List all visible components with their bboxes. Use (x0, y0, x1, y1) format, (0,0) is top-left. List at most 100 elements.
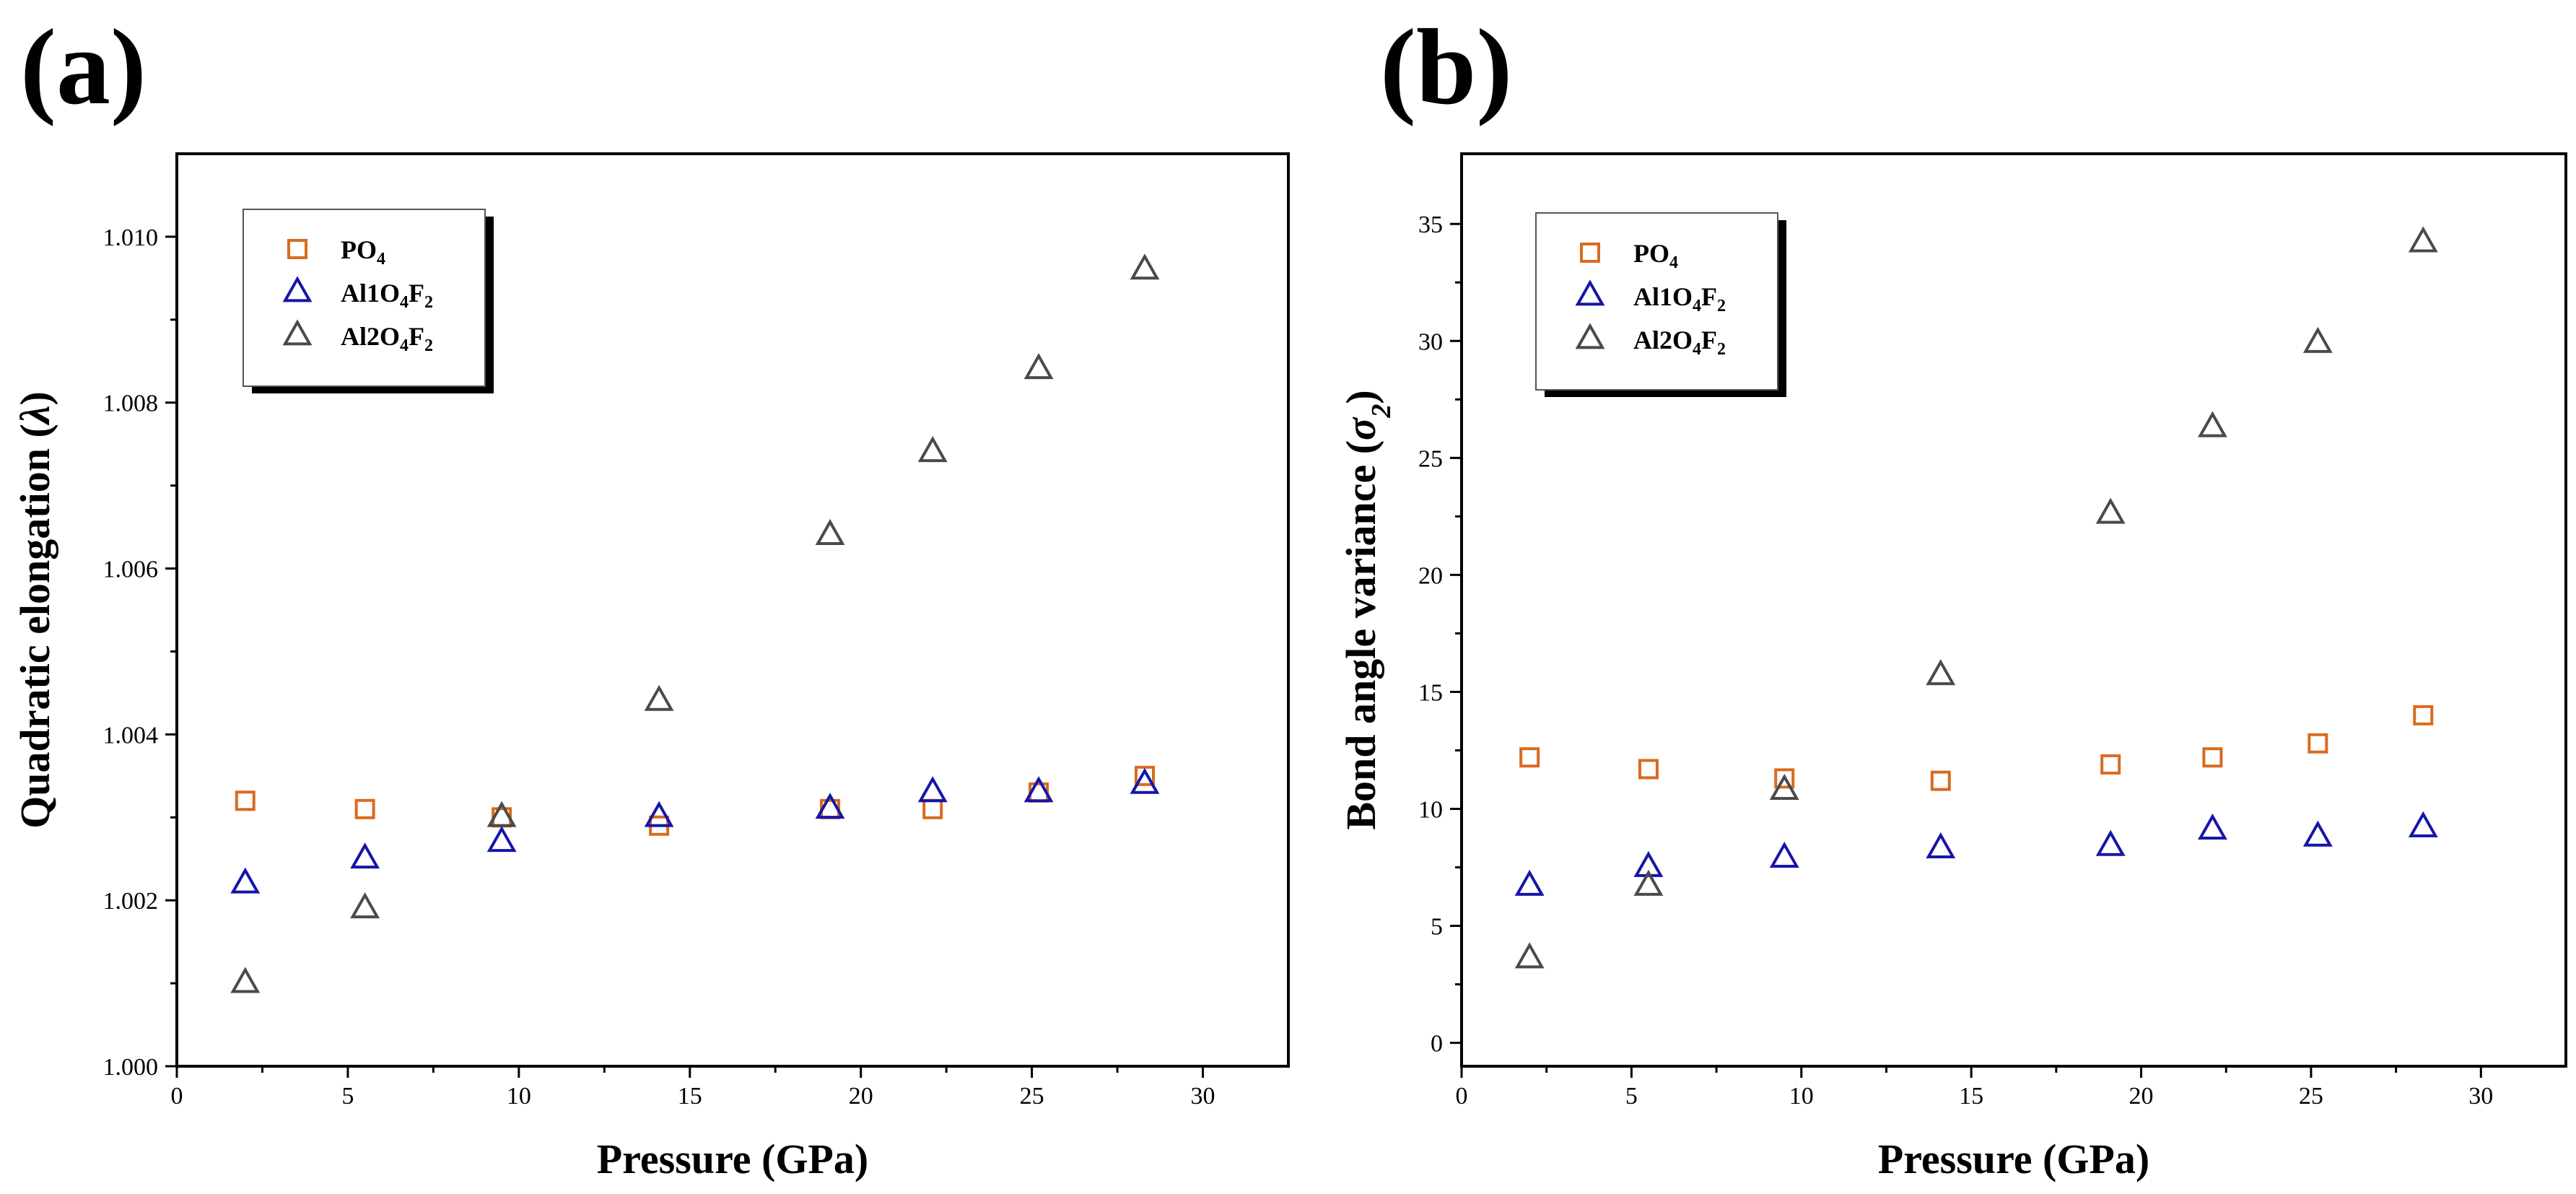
panel-letter-b: (b) (1380, 7, 1512, 127)
legend-label-sub: 2 (1717, 297, 1726, 315)
data-point-al1o4f2 (1514, 869, 1545, 896)
legend-marker-al1o4f2 (282, 276, 313, 302)
data-point-al1o4f2 (230, 867, 261, 894)
legend-box-b (1535, 212, 1778, 391)
legend-label-main: PO (341, 235, 377, 264)
data-point-al2o4f2 (2095, 497, 2126, 524)
legend-marker-po4 (1580, 243, 1600, 263)
data-point-po4 (1134, 765, 1155, 786)
legend-label-sub: 4 (377, 250, 385, 269)
x-tick-label: 25 (1020, 1083, 1044, 1110)
marks-b (1514, 226, 2438, 969)
legend-box-a (243, 209, 486, 387)
y-tick-label: 0 (1431, 1031, 1443, 1058)
x-tick-label: 20 (2129, 1083, 2154, 1110)
y-tick-label: 5 (1431, 914, 1443, 941)
y-tick-label: 1.002 (103, 888, 159, 915)
marks-a (230, 253, 1160, 993)
data-point-al2o4f2 (230, 967, 261, 993)
data-point-al2o4f2 (644, 684, 674, 711)
y-axis-title-a: Quadratic elongation (λ) (12, 391, 58, 829)
legend-label-sub: 4 (1693, 297, 1701, 315)
legend-label-al2o4f2: Al2O4F2 (1633, 326, 1726, 359)
data-point-al1o4f2 (2302, 820, 2333, 847)
data-point-al2o4f2 (350, 892, 380, 919)
y-axis-title-b-symbol: σ (1337, 417, 1384, 440)
x-tick-label: 15 (1959, 1083, 1983, 1110)
data-point-po4 (1638, 759, 1659, 780)
legend-label-sub: 4 (400, 336, 409, 355)
data-point-po4 (1519, 747, 1540, 768)
data-point-al1o4f2 (1769, 841, 1799, 868)
data-point-al1o4f2 (917, 776, 948, 803)
legend-label-main: F (409, 322, 424, 351)
data-point-al1o4f2 (644, 801, 674, 827)
data-point-al2o4f2 (917, 436, 948, 463)
y-axis-title-b-subscript: 2 (1366, 404, 1397, 419)
y-tick-label: 30 (1418, 328, 1443, 355)
data-point-al2o4f2 (1023, 353, 1054, 380)
data-point-al2o4f2 (1633, 869, 1664, 896)
y-tick-label: 1.006 (103, 557, 159, 583)
data-point-al1o4f2 (1633, 850, 1664, 877)
legend-label-po4: PO4 (1633, 239, 1678, 272)
y-tick-label: 1.004 (103, 722, 159, 749)
legend-label-al1o4f2: Al1O4F2 (341, 279, 433, 312)
legend-marker-po4 (287, 239, 307, 259)
legend-label-main: F (409, 279, 424, 308)
legend-label-main: F (1701, 282, 1717, 311)
y-axis-title-b: Bond angle variance (σ2) (1337, 390, 1397, 829)
x-tick-label: 0 (1456, 1083, 1468, 1110)
x-axis-title-a: Pressure (GPa) (597, 1136, 868, 1182)
legend-label-main: Al1O (341, 279, 400, 308)
legend-label-main: PO (1633, 239, 1669, 268)
ticks-b: 0 5 10 15 20 25 30 0 5 10 15 20 25 30 35 (1418, 212, 2493, 1110)
x-tick-label: 5 (1625, 1083, 1638, 1110)
data-point-al2o4f2 (2302, 326, 2333, 353)
data-point-al2o4f2 (1130, 253, 1160, 280)
legend-label-main: Al2O (341, 322, 400, 351)
y-tick-label: 15 (1418, 679, 1443, 706)
legend-label-sub: 4 (1669, 253, 1678, 272)
y-tick-label: 35 (1418, 212, 1443, 238)
x-tick-label: 25 (2299, 1083, 2323, 1110)
data-point-al1o4f2 (2197, 813, 2227, 840)
x-tick-label: 15 (678, 1083, 702, 1110)
x-tick-label: 10 (1789, 1083, 1814, 1110)
y-axis-title-a-text: Quadratic elongation ( (12, 424, 58, 829)
legend-label-sub: 2 (424, 336, 433, 355)
legend-label-sub: 4 (400, 293, 409, 312)
data-point-po4 (1774, 768, 1795, 789)
legend-label-main: F (1701, 326, 1717, 354)
x-tick-label: 0 (171, 1083, 183, 1110)
legend-label-sub: 2 (424, 293, 433, 312)
data-point-po4 (235, 790, 256, 811)
y-axis-title-b-close: ) (1337, 390, 1384, 404)
legend-label-al1o4f2: Al1O4F2 (1633, 282, 1726, 315)
x-axis-title-b: Pressure (GPa) (1878, 1136, 2149, 1182)
data-point-al1o4f2 (1023, 776, 1054, 803)
legend-label-main: Al2O (1633, 326, 1693, 354)
data-point-al2o4f2 (2197, 411, 2227, 437)
y-tick-label: 1.010 (103, 225, 159, 251)
x-tick-label: 20 (849, 1083, 873, 1110)
data-point-al2o4f2 (1514, 942, 1545, 969)
data-point-al2o4f2 (1769, 773, 1799, 800)
x-tick-label: 30 (1191, 1083, 1215, 1110)
y-tick-label: 25 (1418, 445, 1443, 472)
y-axis-title-a-close: ) (12, 391, 58, 405)
data-point-al1o4f2 (1130, 767, 1160, 794)
data-point-po4 (2202, 747, 2223, 768)
data-point-al2o4f2 (1926, 659, 1956, 686)
data-point-po4 (2100, 754, 2121, 775)
data-point-po4 (2413, 705, 2434, 725)
data-point-al2o4f2 (486, 801, 517, 827)
data-point-po4 (1930, 770, 1951, 791)
ticks-a: 0 5 10 15 20 25 30 1.000 1.002 1.004 1.006 1.008 1.0… (103, 225, 1215, 1110)
data-point-al1o4f2 (2408, 811, 2438, 837)
legend-label-po4: PO4 (341, 235, 385, 269)
data-point-al1o4f2 (486, 826, 517, 853)
